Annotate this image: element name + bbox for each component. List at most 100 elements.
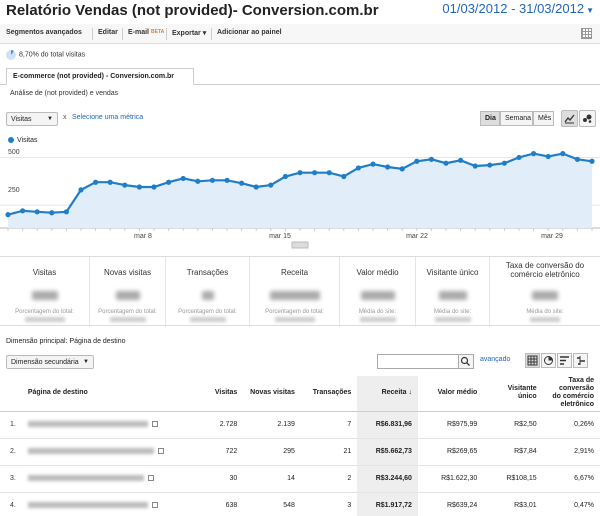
header-conversion-rate[interactable]: Taxa de conversão do comércio eletrônico [542, 376, 600, 412]
data-point[interactable] [385, 164, 391, 170]
add-to-dashboard-button[interactable]: Adicionar ao painel [217, 29, 282, 36]
remove-metric-button[interactable]: x [63, 114, 67, 121]
series-area [8, 153, 592, 228]
header-revenue[interactable]: Receita ↓ [357, 376, 418, 412]
data-point[interactable] [151, 184, 157, 190]
data-point[interactable] [443, 160, 449, 166]
advanced-filter-link[interactable]: avançado [480, 356, 511, 363]
data-point[interactable] [370, 161, 376, 167]
chevron-down-icon: ▾ [202, 30, 207, 37]
external-link-icon[interactable] [151, 502, 158, 509]
data-point[interactable] [560, 151, 566, 157]
external-link-icon[interactable] [151, 421, 158, 428]
external-link-icon[interactable] [157, 448, 164, 455]
metric-selector[interactable]: Visitas ▼ [6, 112, 58, 126]
metric-caption: Porcentagem do total: [178, 309, 237, 315]
pie-chart-icon [6, 50, 16, 60]
data-point[interactable] [589, 158, 595, 164]
data-point[interactable] [5, 212, 11, 218]
metric-new-visits: Novas visitas Porcentagem do total: [90, 257, 166, 327]
data-point[interactable] [414, 158, 420, 164]
email-button[interactable]: E-mail BETA [128, 29, 164, 36]
table-row[interactable]: 1. 2.728 2.139 7 R$6.831,96 R$975,99 R$2… [0, 411, 600, 439]
data-point[interactable] [487, 162, 493, 168]
data-point[interactable] [545, 153, 551, 160]
secondary-dimension-dropdown[interactable]: Dimensão secundária ▼ [6, 355, 94, 369]
advanced-segments-button[interactable]: Segmentos avançados [6, 29, 82, 36]
header-landing-page[interactable]: Página de destino [21, 376, 192, 412]
unique-visitor-cell: R$7,84 [483, 438, 543, 466]
data-point[interactable] [166, 179, 172, 185]
data-point[interactable] [501, 160, 507, 166]
search-icon[interactable] [458, 355, 473, 368]
header-new-visits[interactable]: Novas visitas [243, 376, 301, 412]
data-point[interactable] [224, 177, 230, 183]
data-point[interactable] [180, 175, 186, 182]
data-point[interactable] [531, 151, 537, 157]
metric-selector-value: Visitas [11, 116, 32, 123]
table-row[interactable]: 3. 30 14 2 R$3.244,60 R$1.622,30 R$108,1… [0, 465, 600, 493]
data-point[interactable] [63, 209, 69, 215]
primary-dimension-value[interactable]: Página de destino [69, 338, 126, 345]
data-table-view-button[interactable] [525, 353, 540, 368]
landing-page-cell[interactable] [21, 438, 192, 466]
data-point[interactable] [49, 210, 55, 216]
subtab-analysis[interactable]: Análise de (not provided) e vendas [10, 90, 119, 97]
table-search-input[interactable] [377, 354, 474, 369]
pie-view-button[interactable] [541, 353, 556, 368]
period-day-button[interactable]: Dia [480, 111, 500, 126]
header-visits[interactable]: Visitas [191, 376, 244, 412]
external-link-icon[interactable] [147, 475, 154, 482]
landing-page-cell[interactable] [21, 411, 192, 439]
grid-view-icon[interactable] [581, 28, 592, 39]
data-point[interactable] [458, 157, 464, 163]
data-point[interactable] [297, 170, 303, 176]
motion-chart-view-button[interactable] [579, 110, 596, 127]
data-point[interactable] [355, 165, 361, 171]
data-point[interactable] [312, 170, 318, 176]
data-point[interactable] [209, 177, 215, 183]
performance-view-button[interactable] [557, 353, 572, 368]
metric-caption: Porcentagem do total: [15, 309, 74, 315]
data-point[interactable] [282, 173, 288, 180]
data-point[interactable] [574, 156, 581, 162]
data-point[interactable] [516, 154, 522, 161]
data-point[interactable] [268, 182, 274, 188]
data-point[interactable] [239, 180, 245, 186]
header-unique-visitor[interactable]: Visitante único [483, 376, 543, 412]
x-tick-label: mar 29 [541, 233, 563, 240]
data-point[interactable] [326, 170, 332, 176]
data-point[interactable] [78, 187, 84, 193]
edit-button[interactable]: Editar [98, 29, 118, 36]
tab-ecommerce-report[interactable]: E-commerce (not provided) - Conversion.c… [6, 68, 194, 85]
data-point[interactable] [93, 179, 99, 185]
data-point[interactable] [428, 156, 434, 162]
landing-page-cell[interactable] [21, 465, 192, 493]
data-point[interactable] [136, 184, 142, 190]
data-point[interactable] [122, 182, 128, 188]
period-month-button[interactable]: Mês [533, 111, 554, 126]
chart-resize-handle[interactable] [291, 241, 309, 249]
data-point[interactable] [195, 178, 201, 184]
data-point[interactable] [399, 166, 405, 172]
select-metric-link[interactable]: Selecione uma métrica [72, 114, 144, 121]
redacted-value [438, 291, 467, 300]
landing-page-cell[interactable] [21, 492, 192, 516]
line-chart-view-button[interactable] [561, 110, 578, 127]
header-transactions[interactable]: Transações [300, 376, 358, 412]
date-range-picker[interactable]: 01/03/2012 - 31/03/2012 ▼ [442, 1, 594, 16]
comparison-view-button[interactable] [573, 353, 588, 368]
table-row[interactable]: 2. 722 295 21 R$5.662,73 R$269,65 R$7,84… [0, 438, 600, 466]
period-week-button[interactable]: Semana [500, 111, 533, 126]
data-point[interactable] [253, 184, 259, 190]
export-button[interactable]: Exportar ▾ [172, 29, 206, 37]
data-point[interactable] [472, 163, 478, 169]
data-point[interactable] [107, 179, 113, 185]
header-average-value[interactable]: Valor médio [417, 376, 484, 412]
table-header-row: Página de destino Visitas Novas visitas … [0, 376, 600, 412]
data-point[interactable] [34, 209, 40, 215]
data-point[interactable] [20, 208, 26, 214]
table-row[interactable]: 4. 638 548 3 R$1.917,72 R$639,24 R$3,01 … [0, 492, 600, 516]
data-point[interactable] [341, 173, 347, 180]
sort-descending-icon: ↓ [408, 389, 412, 397]
